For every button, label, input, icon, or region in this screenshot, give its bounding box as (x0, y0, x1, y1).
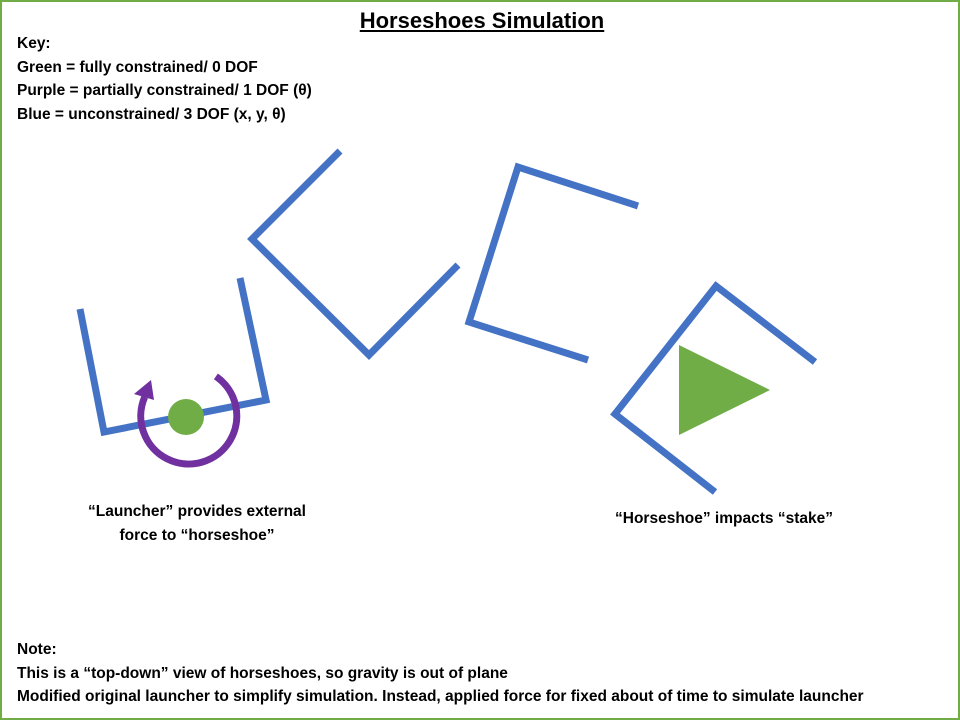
key-blue: Blue = unconstrained/ 3 DOF (x, y, θ) (17, 105, 286, 123)
key-legend: Key: Green = fully constrained/ 0 DOF Pu… (17, 32, 312, 126)
launcher-pivot-circle-icon (168, 399, 204, 435)
stake-triangle-icon (679, 345, 770, 435)
impact-caption: “Horseshoe” impacts “stake” (574, 507, 874, 531)
note-heading: Note: (17, 641, 57, 658)
rotation-arrowhead (134, 380, 154, 400)
horseshoe-3-flight (464, 162, 640, 364)
note-line1: This is a “top-down” view of horseshoes,… (17, 664, 508, 682)
launcher-caption-line2: force to “horseshoe” (119, 526, 275, 544)
impact-caption-text: “Horseshoe” impacts “stake” (615, 510, 833, 527)
note-line2: Modified original launcher to simplify s… (17, 688, 864, 705)
launcher-caption-line1: “Launcher” provides external (88, 503, 306, 520)
horseshoe-2-flight (247, 148, 461, 360)
launcher-caption: “Launcher” provides external force to “h… (47, 500, 347, 547)
note-block: Note: This is a “top-down” view of horse… (17, 638, 864, 709)
key-heading: Key: (17, 35, 51, 52)
horseshoe-4-impact (610, 281, 818, 495)
page-title: Horseshoes Simulation (359, 8, 605, 33)
key-green: Green = fully constrained/ 0 DOF (17, 58, 258, 76)
key-purple: Purple = partially constrained/ 1 DOF (θ… (17, 82, 312, 99)
rotation-circular-arrow-icon (137, 373, 241, 468)
